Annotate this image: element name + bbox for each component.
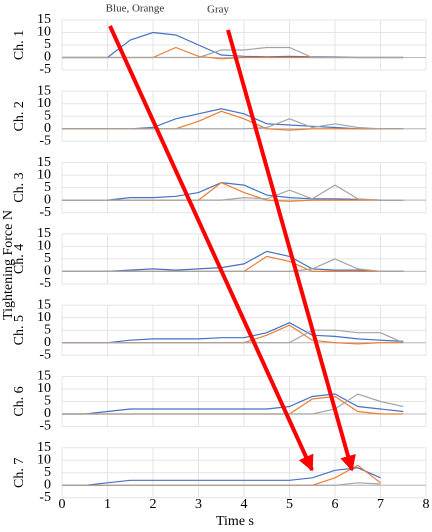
y-tick-label: 15	[37, 12, 51, 27]
x-tick-label: 7	[377, 497, 384, 512]
y-tick-label: -5	[39, 490, 51, 505]
y-tick-label: 15	[37, 226, 51, 241]
series-line	[62, 467, 381, 486]
y-tick-label: 5	[44, 109, 51, 124]
y-tick-label: 15	[37, 84, 51, 99]
y-tick-label: 15	[37, 369, 51, 384]
x-tick-label: 5	[286, 497, 293, 512]
y-tick-label: 10	[37, 25, 51, 40]
x-tick-label: 0	[59, 497, 66, 512]
x-tick-label: 1	[104, 497, 111, 512]
y-tick-label: 0	[44, 478, 51, 493]
y-tick-label: 0	[44, 50, 51, 65]
y-tick-label: 15	[37, 297, 51, 312]
panel-label: Ch. 4	[12, 244, 27, 274]
annotation: Gray	[207, 4, 229, 16]
y-tick-label: 0	[44, 121, 51, 136]
panel-label: Ch. 1	[12, 30, 27, 60]
y-tick-label: 0	[44, 264, 51, 279]
y-tick-label: 10	[37, 381, 51, 396]
y-tick-label: 0	[44, 192, 51, 207]
x-tick-label: 8	[423, 497, 430, 512]
y-axis-label: Tightening Force N	[1, 210, 16, 320]
series-line	[62, 184, 404, 201]
y-tick-label: 5	[44, 322, 51, 337]
y-tick-label: 10	[37, 96, 51, 111]
panel-label: Ch. 3	[12, 172, 27, 202]
y-tick-label: 10	[37, 167, 51, 182]
series-line	[62, 482, 381, 486]
x-axis-label: Time s	[216, 514, 254, 529]
y-tick-label: -5	[39, 347, 51, 362]
y-tick-label: -5	[39, 205, 51, 220]
y-tick-label: 5	[44, 180, 51, 195]
series-line	[62, 250, 404, 272]
series-line	[62, 181, 404, 201]
series-line	[62, 329, 404, 344]
y-tick-label: 15	[37, 440, 51, 455]
series-line	[62, 110, 404, 131]
series-line	[62, 118, 404, 130]
annotation: Blue, Orange	[106, 3, 165, 15]
y-tick-label: -5	[39, 134, 51, 149]
series-line	[62, 258, 404, 272]
y-tick-label: 0	[44, 406, 51, 421]
y-tick-label: 10	[37, 453, 51, 468]
y-tick-label: -5	[39, 419, 51, 434]
panel-label: Ch. 6	[12, 386, 27, 416]
x-tick-label: 4	[241, 497, 248, 512]
series-line	[62, 108, 404, 130]
x-tick-label: 2	[150, 497, 157, 512]
arrow	[108, 25, 314, 472]
series-line	[62, 324, 404, 345]
y-tick-label: 5	[44, 465, 51, 480]
y-tick-label: 10	[37, 239, 51, 254]
x-tick-label: 3	[195, 497, 202, 512]
y-tick-label: -5	[39, 276, 51, 291]
y-tick-label: 5	[44, 37, 51, 52]
y-tick-label: -5	[39, 62, 51, 77]
y-tick-label: 5	[44, 394, 51, 409]
series-line	[62, 393, 404, 415]
arrow	[226, 29, 356, 472]
panel-label: Ch. 5	[12, 315, 27, 345]
x-tick-label: 6	[332, 497, 339, 512]
y-tick-label: 15	[37, 155, 51, 170]
series-line	[62, 393, 404, 415]
y-tick-label: 5	[44, 251, 51, 266]
series-line	[62, 322, 404, 344]
y-tick-label: 10	[37, 310, 51, 325]
panel-label: Ch. 7	[12, 458, 27, 488]
y-tick-label: 0	[44, 335, 51, 350]
panel-label: Ch. 2	[12, 101, 27, 131]
